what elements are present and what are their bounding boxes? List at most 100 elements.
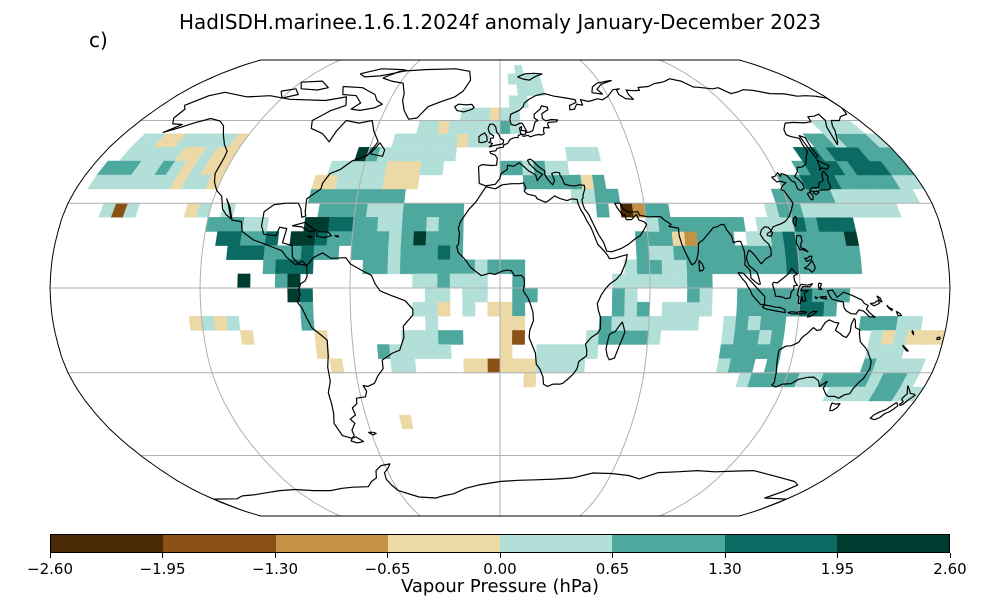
grid-cell [237,273,251,289]
grid-cell [213,316,229,331]
grid-cell [512,330,526,345]
grid-cell [391,188,406,204]
grid-cell [201,316,216,331]
grid-cell [402,203,417,218]
grid-cell [456,133,469,148]
grid-cell [351,231,366,246]
colorbar-segment [275,535,388,552]
grid-cell [226,245,241,260]
grid-cell [238,245,253,260]
grid-cell [745,330,761,345]
grid-cell [438,217,452,232]
coastline [806,310,818,318]
colorbar-tick-label: −1.95 [139,560,186,578]
grid-cell [437,301,451,317]
grid-cell [510,160,524,176]
grid-cell [487,259,501,275]
colorbar-segment [163,535,276,552]
grid-cell [635,245,650,260]
grid-cell [443,147,457,162]
coastline [605,321,626,361]
grid-cell [338,231,353,246]
grid-cell [524,287,538,303]
coastline [803,260,816,273]
grid-cell [784,245,799,260]
grid-cell [811,287,826,303]
grid-cell [314,330,329,345]
grid-cell [329,358,345,373]
grid-cell [413,231,427,246]
grid-cell [734,316,750,331]
coastline [819,295,828,300]
grid-cell [487,358,501,373]
map-title: HadISDH.marinee.1.6.1.2024f anomaly Janu… [178,10,822,34]
coastline [806,191,814,201]
grid-cell [499,107,511,121]
grid-cell [821,245,837,260]
grid-cell [548,344,562,359]
colorbar-segment [612,535,725,552]
coastline [477,78,848,285]
grid-cell [544,160,558,176]
grid-cell [376,231,390,246]
coastline [814,296,819,300]
grid-cell [412,259,426,275]
grid-cell [412,245,427,260]
grid-cell [437,273,451,289]
grid-cell [425,245,439,260]
grid-cell [350,245,365,260]
grid-cell [449,259,463,275]
grid-cell [340,217,355,232]
grid-cell [462,259,476,275]
grid-cell [648,316,663,331]
grid-cell [398,414,414,429]
grid-cell [645,217,660,232]
grid-cell [458,120,471,134]
grid-cell [895,316,911,331]
grid-cell [274,273,289,289]
grid-cell [747,245,762,260]
grid-cell [447,120,461,134]
grid-cell [475,358,489,373]
grid-cell [437,259,451,275]
grid-cell [572,344,587,359]
colorbar-tick-label: 0.00 [483,560,517,578]
grid-cell [597,330,612,345]
grid-cell [325,245,340,260]
colorbar-segment [724,535,837,552]
coastline [895,310,903,317]
grid-cell [450,231,464,246]
grid-cell [694,217,709,232]
coastline [766,230,774,237]
grid-cell [352,217,367,232]
grid-cell [499,316,513,331]
grid-cell [374,259,389,275]
grid-cell [670,217,685,232]
colorbar-segment [51,535,164,552]
coastline [899,385,916,407]
grid-cell [660,316,675,331]
grid-cell [611,301,626,317]
grid-cell [375,245,389,260]
grid-cell [720,330,736,345]
grid-cell [661,301,676,317]
grid-cell [871,316,886,331]
grid-cell [287,273,301,289]
grid-cell [720,231,736,246]
grid-cell [400,231,415,246]
grid-cell [647,330,662,345]
grid-cell [413,217,428,232]
grid-cell [623,316,638,331]
grid-cell [432,147,447,162]
grid-cell [648,245,663,260]
grid-cell [523,372,537,388]
grid-cell [673,301,688,317]
colorbar-tick-label: −1.30 [252,560,298,578]
coastline [911,330,915,336]
coastline [771,267,799,300]
grid-cell [317,203,333,218]
grid-cell [474,287,488,303]
grid-cell [413,330,427,345]
grid-cell [430,160,445,176]
coastline [698,259,705,272]
